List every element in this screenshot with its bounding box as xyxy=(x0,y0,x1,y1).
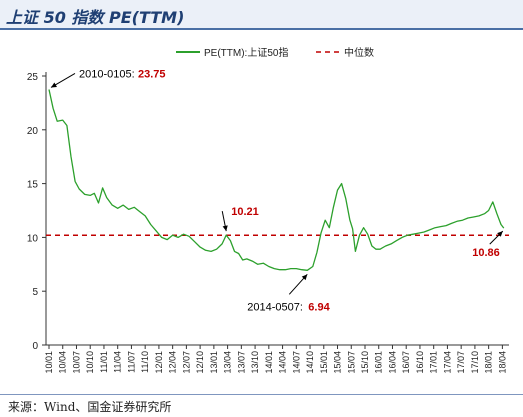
x-tick-label: 15/10 xyxy=(360,351,370,374)
y-tick-label: 15 xyxy=(27,180,39,191)
x-tick-label: 11/07 xyxy=(126,351,136,373)
x-tick-label: 16/10 xyxy=(415,351,425,374)
x-tick-label: 12/04 xyxy=(168,351,178,374)
x-tick-label: 11/04 xyxy=(113,351,123,373)
x-tick-label: 14/01 xyxy=(264,351,274,374)
annotation-start-date: 2010-0105: xyxy=(79,68,135,80)
x-tick-label: 11/01 xyxy=(99,351,109,373)
annotation-latest-value: 10.86 xyxy=(472,247,500,259)
source-divider xyxy=(0,394,523,395)
pe-ttm-line-chart: 0 5 10 15 20 25 10/01 10/04 10/07 10/10 11/01 11/04… xyxy=(27,46,509,374)
annotation-2012-arrow-head xyxy=(222,225,228,232)
annotation-low-arrow-head xyxy=(301,274,308,281)
x-tick-label: 18/04 xyxy=(497,351,507,374)
x-tick-label: 14/04 xyxy=(278,351,288,374)
y-tick-label: 25 xyxy=(27,72,39,83)
annotation-2012-value: 10.21 xyxy=(231,206,259,218)
x-tick-label: 13/04 xyxy=(223,351,233,374)
pe-ttm-series-line xyxy=(48,89,505,271)
x-tick-label: 15/04 xyxy=(333,351,343,374)
x-tick-label: 10/01 xyxy=(44,351,54,374)
y-tick-label: 10 xyxy=(27,233,39,244)
x-tick-label: 15/01 xyxy=(319,351,329,374)
x-tick-label: 17/07 xyxy=(456,351,466,374)
annotation-latest-arrow-head xyxy=(497,231,503,237)
x-tick-label: 17/10 xyxy=(470,351,480,374)
x-tick-label: 13/01 xyxy=(209,351,219,374)
x-tick-label: 12/10 xyxy=(195,351,205,374)
x-tick-label: 12/07 xyxy=(181,351,191,374)
x-tick-label: 16/04 xyxy=(387,351,397,374)
x-tick-label: 14/10 xyxy=(305,351,315,374)
legend-pe-label: PE(TTM):上证50指 xyxy=(204,46,288,59)
x-tick-label: 15/07 xyxy=(346,351,356,374)
x-tick-label: 17/01 xyxy=(429,351,439,374)
page-title: 上证 50 指数 PE(TTM) xyxy=(6,8,185,27)
y-tick-label: 5 xyxy=(32,287,38,298)
x-tick-label: 17/04 xyxy=(442,351,452,374)
x-tick-label: 10/10 xyxy=(85,351,95,374)
y-tick-label: 20 xyxy=(27,126,39,137)
x-tick-label: 16/07 xyxy=(401,351,411,374)
x-tick-label: 13/07 xyxy=(236,351,246,374)
x-tick-label: 12/01 xyxy=(154,351,164,374)
annotation-start-arrow-head xyxy=(51,82,57,88)
x-tick-label: 10/04 xyxy=(58,351,68,374)
y-tick-label: 0 xyxy=(32,341,38,352)
annotation-low-value: 6.94 xyxy=(308,301,330,313)
x-tick-label: 13/10 xyxy=(250,351,260,374)
annotation-start-value: 23.75 xyxy=(138,68,166,80)
annotation-low-date: 2014-0507: xyxy=(247,301,303,313)
x-tick-label: 10/07 xyxy=(71,351,81,374)
x-tick-label: 16/01 xyxy=(374,351,384,374)
x-tick-label: 11/10 xyxy=(140,351,150,373)
title-divider xyxy=(0,28,523,30)
source-note: 来源：Wind、国金证券研究所 xyxy=(8,400,172,414)
x-tick-label: 18/01 xyxy=(484,351,494,374)
title-bar: 上证 50 指数 PE(TTM) xyxy=(0,0,523,28)
x-tick-label: 14/07 xyxy=(291,351,301,374)
legend-median-label: 中位数 xyxy=(344,46,374,59)
